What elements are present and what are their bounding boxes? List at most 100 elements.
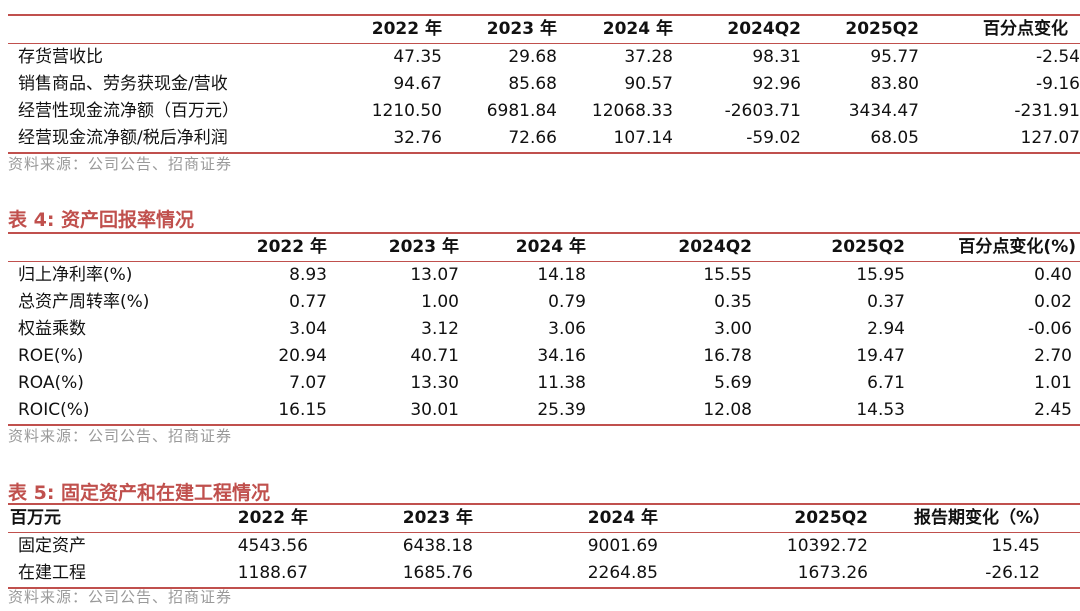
cell: 32.76	[393, 128, 442, 148]
cell: 1.01	[1034, 373, 1072, 393]
source-note: 资料来源：公司公告、招商证券	[8, 427, 233, 445]
cell: 4543.56	[237, 536, 308, 556]
cell: 0.02	[1034, 292, 1072, 312]
header-cell: 2024Q2	[586, 233, 752, 262]
cell: 2.94	[867, 319, 905, 339]
table-title: 表 4: 资产回报率情况	[8, 209, 195, 231]
header-cell: 报告期变化（%）	[868, 504, 1080, 533]
header-cell: 2022 年	[308, 15, 442, 44]
header-cell: 2023 年	[442, 15, 557, 44]
cell: 3.00	[714, 319, 752, 339]
header-cell: 2024 年	[557, 15, 673, 44]
cell: -231.91	[1014, 101, 1080, 121]
table-row: ROIC(%) 16.15 30.01 25.39 12.08 14.53 2.…	[8, 397, 1080, 425]
table-row: 在建工程 1188.67 1685.76 2264.85 1673.26 -26…	[8, 560, 1080, 588]
header-cell: 2025Q2	[752, 233, 905, 262]
table-row: 销售商品、劳务获现金/营收 94.67 85.68 90.57 92.96 83…	[8, 71, 1080, 98]
cell: 68.05	[870, 128, 919, 148]
cell: 29.68	[508, 47, 557, 67]
cell: 1673.26	[797, 563, 868, 583]
cell: 3434.47	[848, 101, 919, 121]
cell: 37.28	[624, 47, 673, 67]
row-label: ROE(%)	[18, 346, 84, 366]
row-label: 固定资产	[18, 536, 86, 556]
cell: 7.07	[289, 373, 327, 393]
cell: 2.45	[1034, 400, 1072, 420]
table-row: 经营现金流净额/税后净利润 32.76 72.66 107.14 -59.02 …	[8, 125, 1080, 153]
header-cell: 2024 年	[473, 504, 658, 533]
cell: 1210.50	[371, 101, 442, 121]
cell: -2603.71	[724, 101, 801, 121]
table-row: 总资产周转率(%) 0.77 1.00 0.79 0.35 0.37 0.02	[8, 289, 1080, 316]
table-header-row: 2022 年 2023 年 2024 年 2024Q2 2025Q2 百分点变化…	[8, 233, 1080, 262]
cell: 30.01	[410, 400, 459, 420]
cell: 40.71	[410, 346, 459, 366]
cell: 15.95	[856, 265, 905, 285]
header-cell: 2025Q2	[801, 15, 919, 44]
table-header-row: 百万元 2022 年 2023 年 2024 年 2025Q2 报告期变化（%）	[8, 504, 1080, 533]
table-row: 归上净利率(%) 8.93 13.07 14.18 15.55 15.95 0.…	[8, 262, 1080, 290]
header-cell: 百分点变化	[919, 15, 1080, 44]
table-return-on-assets: 2022 年 2023 年 2024 年 2024Q2 2025Q2 百分点变化…	[8, 232, 1080, 426]
row-label: 归上净利率(%)	[18, 265, 133, 285]
cell: 12068.33	[591, 101, 673, 121]
row-label: 经营性现金流净额（百万元）	[18, 101, 239, 121]
cell: 34.16	[537, 346, 586, 366]
header-cell: 百万元	[8, 504, 208, 533]
cell: 16.78	[703, 346, 752, 366]
cell: 94.67	[393, 74, 442, 94]
source-note: 资料来源：公司公告、招商证券	[8, 155, 233, 173]
header-cell: 2023 年	[327, 233, 459, 262]
cell: -26.12	[985, 563, 1040, 583]
cell: 0.40	[1034, 265, 1072, 285]
cell: 3.04	[289, 319, 327, 339]
table-cash-flow: 2022 年 2023 年 2024 年 2024Q2 2025Q2 百分点变化…	[8, 14, 1080, 154]
row-label: 销售商品、劳务获现金/营收	[18, 74, 228, 94]
header-cell: 2024Q2	[673, 15, 801, 44]
row-label: 在建工程	[18, 563, 86, 583]
cell: 95.77	[870, 47, 919, 67]
cell: 127.07	[1020, 128, 1080, 148]
cell: 15.45	[991, 536, 1040, 556]
header-cell: 2024 年	[459, 233, 586, 262]
cell: 6438.18	[402, 536, 473, 556]
cell: -9.16	[1036, 74, 1080, 94]
cell: 92.96	[752, 74, 801, 94]
header-cell: 2023 年	[308, 504, 473, 533]
table-row: 经营性现金流净额（百万元） 1210.50 6981.84 12068.33 -…	[8, 98, 1080, 125]
cell: 1188.67	[237, 563, 308, 583]
cell: 1685.76	[402, 563, 473, 583]
cell: 0.79	[548, 292, 586, 312]
cell: 6981.84	[486, 101, 557, 121]
cell: 20.94	[278, 346, 327, 366]
row-label: ROA(%)	[18, 373, 84, 393]
cell: 19.47	[856, 346, 905, 366]
cell: 14.18	[537, 265, 586, 285]
table-row: 存货营收比 47.35 29.68 37.28 98.31 95.77 -2.5…	[8, 44, 1080, 72]
table-row: 权益乘数 3.04 3.12 3.06 3.00 2.94 -0.06	[8, 316, 1080, 343]
cell: 107.14	[613, 128, 673, 148]
cell: 9001.69	[587, 536, 658, 556]
table-title: 表 5: 固定资产和在建工程情况	[8, 482, 271, 504]
cell: 3.12	[421, 319, 459, 339]
cell: 10392.72	[786, 536, 868, 556]
cell: 13.07	[410, 265, 459, 285]
cell: 0.35	[714, 292, 752, 312]
cell: 2.70	[1034, 346, 1072, 366]
cell: 0.77	[289, 292, 327, 312]
cell: 3.06	[548, 319, 586, 339]
source-note: 资料来源：公司公告、招商证券	[8, 588, 233, 606]
cell: 8.93	[289, 265, 327, 285]
cell: 14.53	[856, 400, 905, 420]
table-row: ROA(%) 7.07 13.30 11.38 5.69 6.71 1.01	[8, 370, 1080, 397]
row-label: 经营现金流净额/税后净利润	[18, 128, 228, 148]
cell: 12.08	[703, 400, 752, 420]
cell: -59.02	[746, 128, 801, 148]
cell: 0.37	[867, 292, 905, 312]
cell: 47.35	[393, 47, 442, 67]
cell: 1.00	[421, 292, 459, 312]
table-header-row: 2022 年 2023 年 2024 年 2024Q2 2025Q2 百分点变化	[8, 15, 1080, 44]
row-label: 权益乘数	[18, 319, 86, 339]
table-row: 固定资产 4543.56 6438.18 9001.69 10392.72 15…	[8, 533, 1080, 561]
cell: 98.31	[752, 47, 801, 67]
